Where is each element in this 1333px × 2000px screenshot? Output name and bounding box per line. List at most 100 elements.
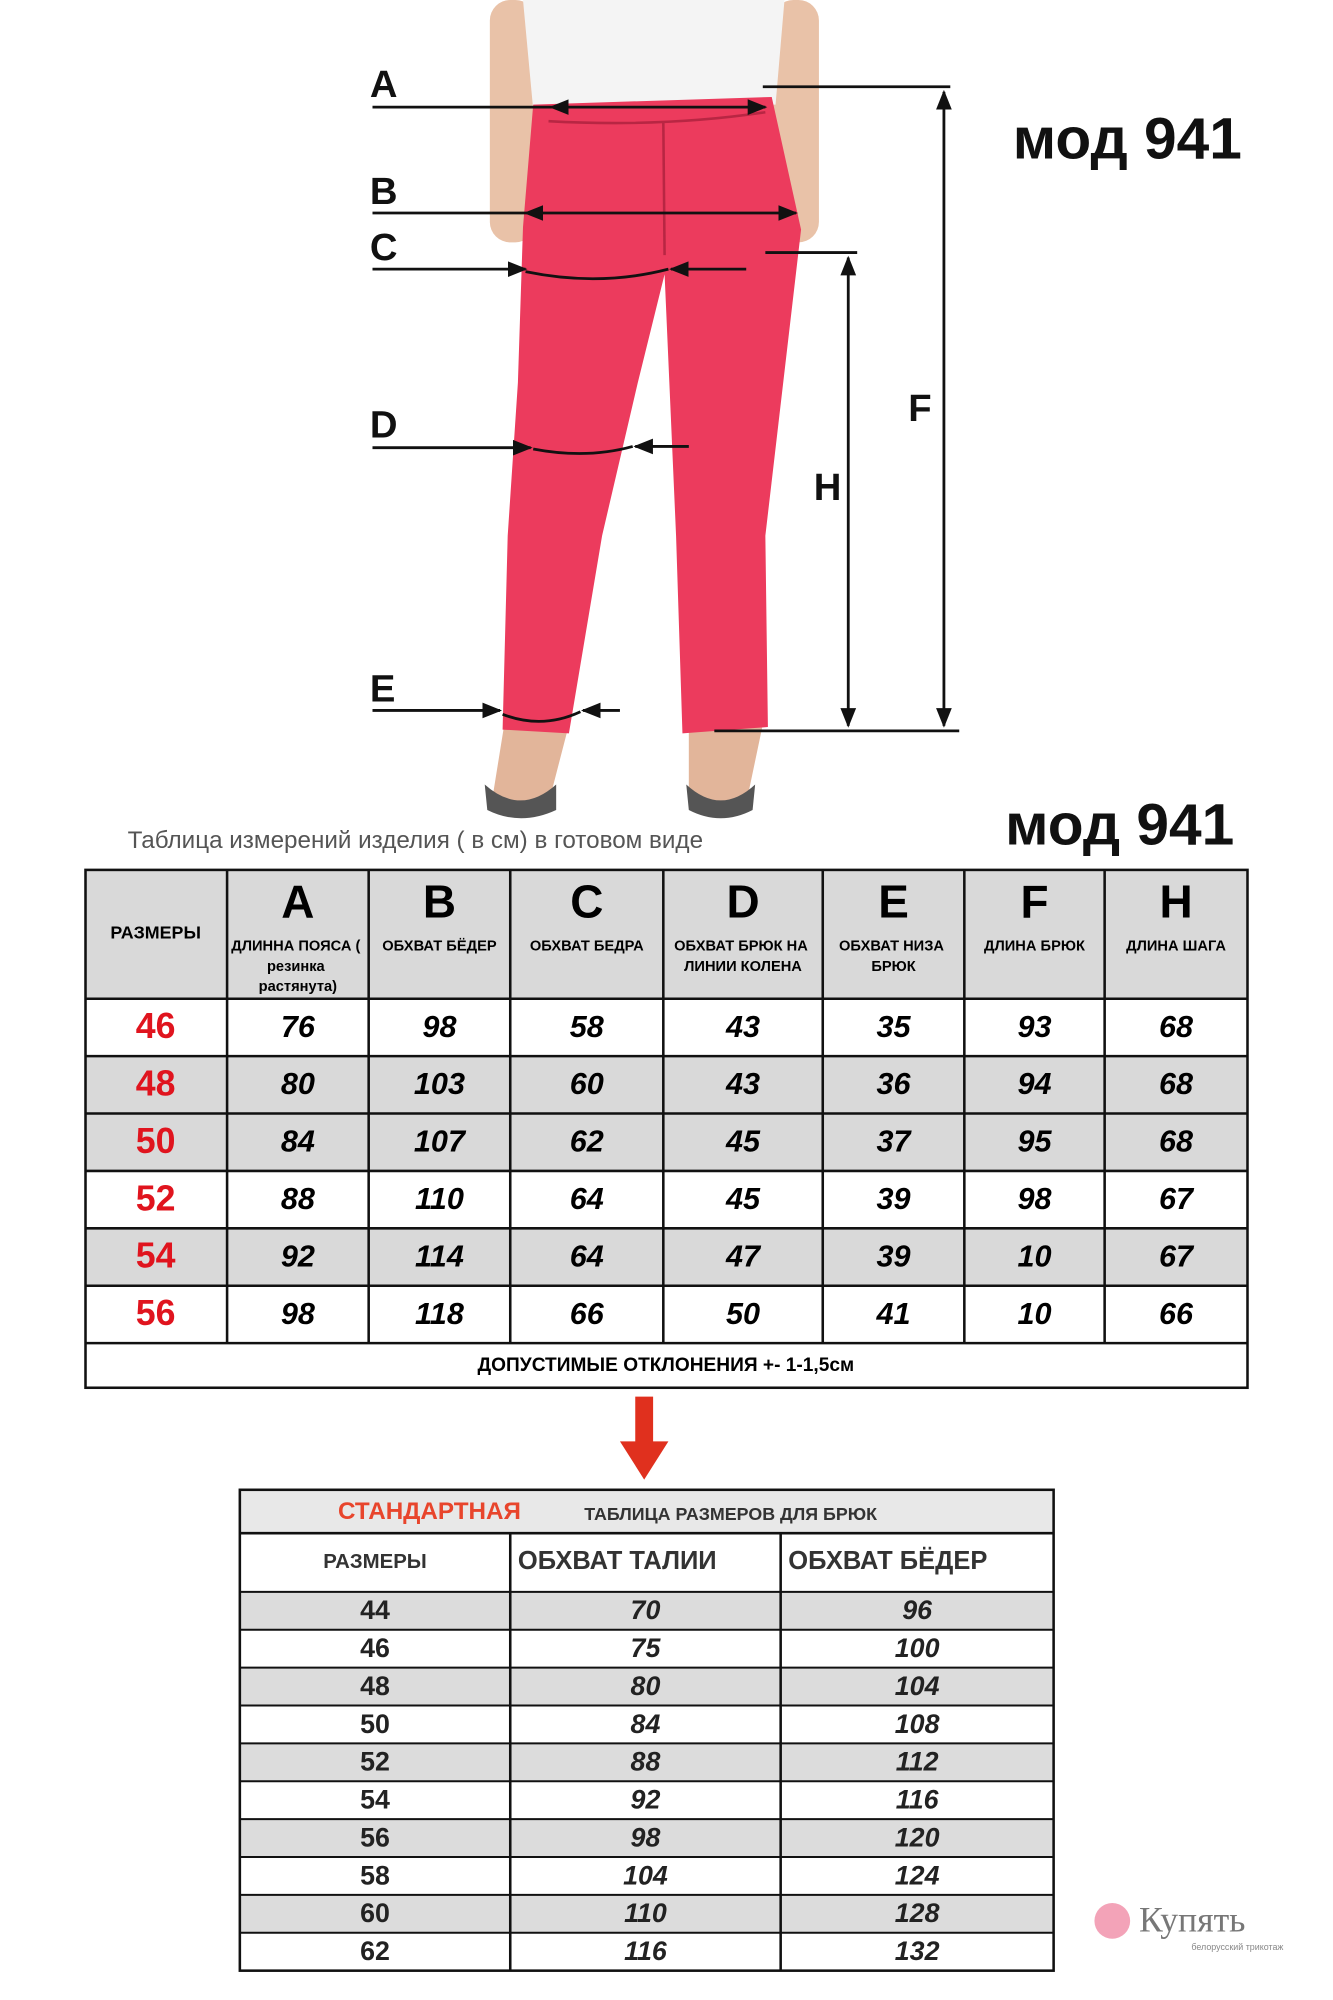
cell: 50 xyxy=(360,1709,390,1739)
cell: 124 xyxy=(895,1860,940,1890)
value-cell: 114 xyxy=(415,1239,464,1273)
table-border xyxy=(84,868,1249,1390)
cell: 52 xyxy=(360,1747,390,1777)
model-title: мод 941 xyxy=(1013,106,1242,171)
row-bg xyxy=(239,1667,1054,1706)
cell: 80 xyxy=(631,1671,661,1701)
value-cell: 41 xyxy=(876,1297,911,1331)
column-letter: F xyxy=(1020,876,1048,928)
value-cell: 66 xyxy=(570,1297,605,1331)
shirt xyxy=(523,0,785,110)
column-label: ОБХВАТ БЁДЕР xyxy=(382,937,497,954)
measure-label: F xyxy=(908,387,931,430)
cell: 100 xyxy=(895,1633,940,1663)
logo-name: Купять xyxy=(1139,1900,1245,1940)
value-cell: 84 xyxy=(281,1125,315,1159)
column-label: ДЛИННА ПОЯСА ( резинка растянута) xyxy=(231,938,364,995)
value-cell: 39 xyxy=(877,1239,911,1273)
size-cell: 52 xyxy=(136,1178,176,1218)
row-bg xyxy=(239,1743,1054,1782)
value-cell: 64 xyxy=(570,1239,604,1273)
measurement-table: РАЗМЕРЫ A ДЛИННА ПОЯСА ( резинка растянута… xyxy=(84,868,1249,1390)
column-label: ОБХВАТ БЕДРА xyxy=(530,938,644,954)
cell: 44 xyxy=(360,1595,390,1625)
cell: 62 xyxy=(360,1936,390,1966)
header-bg xyxy=(85,869,1248,999)
value-cell: 94 xyxy=(1017,1067,1051,1101)
size-cell: 50 xyxy=(136,1121,176,1161)
cell: 116 xyxy=(624,1936,668,1966)
measure-label: H xyxy=(814,466,842,509)
standard-table: СТАНДАРТНАЯ ТАБЛИЦА РАЗМЕРОВ ДЛЯ БРЮК РАЗМ… xyxy=(238,1488,1055,1972)
value-cell: 36 xyxy=(877,1067,912,1101)
cell: 104 xyxy=(895,1671,940,1701)
cell: 108 xyxy=(895,1709,940,1739)
measure-label: B xyxy=(370,170,398,213)
cell: 88 xyxy=(631,1747,661,1777)
value-cell: 50 xyxy=(726,1297,760,1331)
value-cell: 45 xyxy=(725,1182,761,1216)
column-letter: D xyxy=(726,876,759,928)
cell: 112 xyxy=(896,1747,939,1777)
table-note: ДОПУСТИМЫЕ ОТКЛОНЕНИЯ +- 1-1,5см xyxy=(478,1355,855,1376)
pants xyxy=(502,96,802,734)
value-cell: 68 xyxy=(1159,1125,1193,1159)
value-cell: 67 xyxy=(1159,1182,1195,1216)
title-accent: СТАНДАРТНАЯ xyxy=(338,1498,521,1525)
value-cell: 88 xyxy=(281,1182,315,1216)
size-header: РАЗМЕРЫ xyxy=(110,922,201,942)
value-cell: 98 xyxy=(422,1010,456,1044)
cell: 84 xyxy=(631,1709,661,1739)
value-cell: 10 xyxy=(1017,1239,1051,1273)
row-bg xyxy=(85,1113,1248,1171)
value-cell: 98 xyxy=(281,1297,315,1331)
value-cell: 67 xyxy=(1159,1239,1195,1273)
column-letter: H xyxy=(1159,876,1192,928)
value-cell: 39 xyxy=(877,1182,911,1216)
cell: 110 xyxy=(624,1898,667,1928)
cell: 75 xyxy=(631,1633,662,1663)
value-cell: 92 xyxy=(281,1239,315,1273)
value-cell: 43 xyxy=(725,1010,760,1044)
column-letter: B xyxy=(423,876,456,928)
column-label: ДЛИНА ШАГА xyxy=(1126,938,1226,954)
value-cell: 93 xyxy=(1017,1010,1051,1044)
value-cell: 103 xyxy=(414,1067,465,1101)
cell: 120 xyxy=(895,1822,940,1852)
value-cell: 43 xyxy=(725,1067,760,1101)
cell: 48 xyxy=(360,1671,390,1701)
cell: 96 xyxy=(902,1595,933,1625)
value-cell: 98 xyxy=(1017,1182,1051,1216)
cell: 92 xyxy=(631,1785,661,1815)
cell: 60 xyxy=(360,1898,390,1928)
value-cell: 62 xyxy=(570,1125,604,1159)
value-cell: 58 xyxy=(570,1010,604,1044)
down-arrow xyxy=(619,1396,669,1480)
feet xyxy=(491,724,763,807)
value-cell: 45 xyxy=(725,1125,761,1159)
logo-mark xyxy=(1094,1903,1131,1939)
measure-label: A xyxy=(370,63,398,106)
size-cell: 48 xyxy=(136,1064,176,1104)
value-cell: 107 xyxy=(414,1125,467,1159)
value-cell: 47 xyxy=(725,1239,762,1273)
measure-label: E xyxy=(370,667,396,710)
title-bg xyxy=(239,1489,1054,1534)
value-cell: 110 xyxy=(415,1182,464,1216)
logo: Купять белорусский трикотаж xyxy=(1094,1900,1283,1952)
value-cell: 64 xyxy=(570,1182,604,1216)
column-letter: C xyxy=(570,876,603,928)
cell: 56 xyxy=(360,1822,390,1852)
row-bg xyxy=(85,1228,1248,1286)
value-cell: 68 xyxy=(1159,1010,1193,1044)
size-cell: 46 xyxy=(136,1006,176,1046)
row-bg xyxy=(85,1056,1248,1114)
cell: 128 xyxy=(895,1898,940,1928)
value-cell: 66 xyxy=(1159,1297,1194,1331)
arm xyxy=(489,0,536,243)
cell: 46 xyxy=(360,1633,390,1663)
value-cell: 35 xyxy=(877,1010,912,1044)
row-bg xyxy=(239,1591,1054,1630)
value-cell: 80 xyxy=(281,1067,315,1101)
